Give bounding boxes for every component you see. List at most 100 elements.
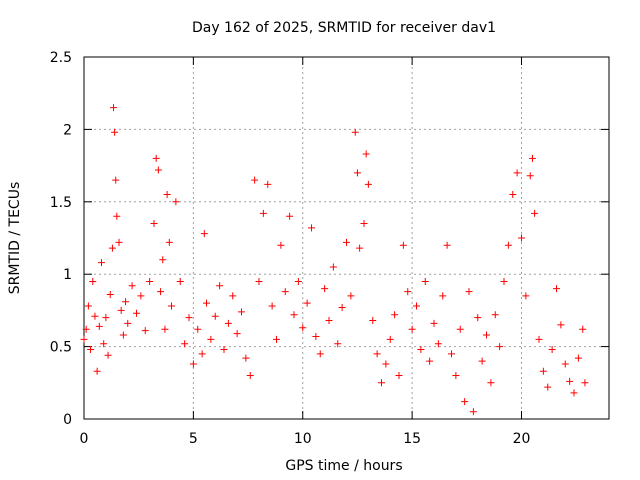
data-point bbox=[456, 325, 464, 333]
x-tick-labels: 0 5 10 15 20 bbox=[80, 431, 531, 447]
data-point bbox=[478, 357, 486, 365]
data-point bbox=[146, 277, 154, 285]
data-point bbox=[557, 321, 565, 329]
data-point bbox=[469, 408, 477, 416]
data-point bbox=[115, 238, 123, 246]
data-point bbox=[251, 176, 259, 184]
data-point bbox=[100, 340, 108, 348]
y-axis-label: SRMTID / TECUs bbox=[7, 182, 23, 295]
data-point bbox=[334, 340, 342, 348]
data-point bbox=[181, 340, 189, 348]
data-point bbox=[238, 308, 245, 316]
data-point bbox=[395, 372, 403, 380]
data-point bbox=[316, 350, 324, 358]
data-point bbox=[95, 322, 103, 330]
data-point bbox=[154, 166, 162, 174]
data-point bbox=[338, 304, 346, 312]
data-point bbox=[553, 285, 560, 293]
data-point bbox=[500, 277, 508, 285]
data-point bbox=[82, 325, 90, 333]
data-point bbox=[443, 241, 451, 249]
x-tick-label: 5 bbox=[189, 431, 198, 447]
data-point bbox=[224, 319, 232, 327]
data-point bbox=[165, 238, 173, 246]
data-point bbox=[176, 277, 184, 285]
data-point bbox=[528, 154, 536, 162]
data-point bbox=[128, 282, 136, 290]
data-point bbox=[157, 288, 165, 296]
data-point bbox=[211, 312, 219, 320]
data-point bbox=[117, 306, 125, 314]
data-point bbox=[439, 292, 447, 300]
data-point bbox=[150, 220, 158, 228]
data-point bbox=[163, 191, 171, 199]
data-point bbox=[242, 354, 250, 362]
data-point bbox=[581, 379, 589, 387]
data-point bbox=[98, 259, 105, 267]
data-point bbox=[84, 302, 92, 310]
data-point bbox=[526, 172, 534, 180]
data-point bbox=[430, 319, 438, 327]
data-point bbox=[426, 357, 434, 365]
data-point bbox=[566, 377, 574, 385]
plot-frame bbox=[83, 56, 610, 420]
data-point bbox=[378, 379, 385, 387]
data-point bbox=[421, 277, 429, 285]
data-point bbox=[474, 314, 482, 322]
data-point bbox=[570, 389, 578, 397]
y-tick-label: 2 bbox=[63, 122, 72, 138]
data-point bbox=[185, 314, 193, 322]
data-point bbox=[513, 169, 521, 177]
data-point bbox=[255, 277, 263, 285]
data-point bbox=[119, 331, 127, 339]
data-point bbox=[220, 345, 228, 353]
data-point bbox=[325, 317, 333, 325]
data-point bbox=[294, 277, 302, 285]
data-point bbox=[80, 335, 88, 343]
data-point bbox=[491, 311, 499, 319]
data-point bbox=[106, 290, 114, 298]
data-point bbox=[321, 285, 329, 293]
data-point bbox=[141, 327, 149, 335]
grid-lines bbox=[84, 57, 609, 419]
data-point bbox=[504, 241, 512, 249]
data-point bbox=[452, 372, 460, 380]
data-point bbox=[579, 325, 587, 333]
x-tick-label: 10 bbox=[294, 431, 312, 447]
data-point bbox=[522, 292, 530, 300]
data-point bbox=[277, 241, 285, 249]
data-point bbox=[111, 128, 119, 136]
data-point bbox=[362, 150, 370, 158]
data-point bbox=[399, 241, 407, 249]
data-point bbox=[198, 350, 206, 358]
data-point bbox=[137, 292, 145, 300]
data-point bbox=[539, 367, 547, 375]
data-point bbox=[364, 180, 372, 188]
data-point bbox=[351, 128, 359, 136]
data-point bbox=[161, 325, 169, 333]
axis-ticks bbox=[83, 56, 609, 420]
data-point bbox=[347, 292, 355, 300]
data-point bbox=[496, 343, 504, 351]
data-point bbox=[194, 325, 202, 333]
data-point bbox=[448, 350, 455, 358]
data-point bbox=[273, 335, 280, 343]
data-point bbox=[281, 288, 289, 296]
x-axis-label: GPS time / hours bbox=[285, 458, 402, 474]
data-point bbox=[308, 224, 315, 232]
data-point bbox=[487, 379, 495, 387]
data-point bbox=[122, 298, 130, 306]
data-point bbox=[159, 256, 167, 264]
data-point bbox=[404, 288, 412, 296]
data-point bbox=[203, 299, 210, 307]
data-point bbox=[200, 230, 208, 238]
data-point bbox=[152, 154, 160, 162]
data-point bbox=[356, 244, 364, 252]
data-point bbox=[312, 332, 320, 340]
data-point bbox=[518, 234, 525, 242]
data-point bbox=[246, 372, 254, 380]
data-point bbox=[299, 324, 307, 332]
data-point bbox=[535, 335, 543, 343]
data-point bbox=[124, 319, 132, 327]
